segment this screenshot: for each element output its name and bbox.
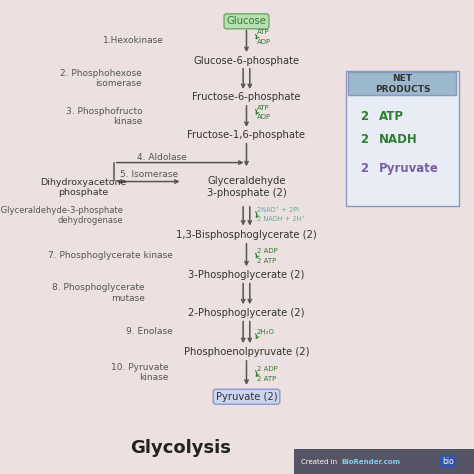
Text: bio: bio (442, 457, 454, 466)
Text: 2 ATP: 2 ATP (257, 258, 276, 264)
Text: 1.Hexokinase: 1.Hexokinase (103, 36, 164, 45)
Text: NADH: NADH (379, 133, 418, 146)
Text: 2. Phosphohexose
isomerase: 2. Phosphohexose isomerase (61, 69, 142, 88)
Text: 9. Enolase: 9. Enolase (126, 328, 173, 336)
Text: 3. Phosphofructo
kinase: 3. Phosphofructo kinase (65, 107, 142, 126)
Text: Pyruvate (2): Pyruvate (2) (216, 392, 277, 402)
Text: 2: 2 (360, 133, 368, 146)
Text: 2-Phosphoglycerate (2): 2-Phosphoglycerate (2) (188, 308, 305, 318)
Text: ADP: ADP (257, 114, 271, 120)
Text: 5. Isomerase: 5. Isomerase (120, 170, 178, 179)
Text: 7. Phosphoglycerate kinase: 7. Phosphoglycerate kinase (48, 251, 173, 259)
Text: Dihydroxyacetone
phosphate: Dihydroxyacetone phosphate (40, 178, 126, 197)
Text: Glucose: Glucose (227, 16, 266, 27)
Text: 2NAD⁺ + 2Pi: 2NAD⁺ + 2Pi (257, 207, 299, 212)
Text: ATP: ATP (379, 109, 404, 123)
Text: NET
PRODUCTS: NET PRODUCTS (374, 74, 430, 93)
Text: Created in: Created in (301, 459, 339, 465)
Text: ATP: ATP (257, 29, 270, 35)
Text: Fructose-1,6-phosphate: Fructose-1,6-phosphate (188, 130, 305, 140)
Text: ATP: ATP (257, 105, 270, 110)
Text: 8. Phosphoglycerate
mutase: 8. Phosphoglycerate mutase (52, 283, 145, 302)
FancyBboxPatch shape (346, 71, 459, 206)
FancyBboxPatch shape (294, 449, 474, 474)
Text: 2 ADP: 2 ADP (257, 248, 278, 254)
Text: 2 ATP: 2 ATP (257, 376, 276, 382)
Text: 2: 2 (360, 162, 368, 175)
Text: 2H₂O: 2H₂O (257, 329, 275, 335)
Text: 6. Glyceraldehyde-3-phosphate
dehydrogenase: 6. Glyceraldehyde-3-phosphate dehydrogen… (0, 206, 123, 225)
Text: 1,3-Bisphosphoglycerate (2): 1,3-Bisphosphoglycerate (2) (176, 229, 317, 240)
Text: 2 NADH + 2H⁺: 2 NADH + 2H⁺ (257, 216, 305, 222)
Text: Fructose-6-phosphate: Fructose-6-phosphate (192, 92, 301, 102)
Text: Glucose-6-phosphate: Glucose-6-phosphate (193, 55, 300, 66)
Text: BioRender.com: BioRender.com (341, 459, 400, 465)
Text: 2 ADP: 2 ADP (257, 366, 278, 372)
Text: 4. Aldolase: 4. Aldolase (137, 153, 187, 162)
FancyBboxPatch shape (348, 72, 456, 95)
Text: 3-Phosphoglycerate (2): 3-Phosphoglycerate (2) (188, 270, 305, 280)
Text: ADP: ADP (257, 39, 271, 45)
Text: 10. Pyruvate
kinase: 10. Pyruvate kinase (110, 363, 168, 382)
Text: Glyceraldehyde
3-phosphate (2): Glyceraldehyde 3-phosphate (2) (207, 176, 286, 198)
Text: 2: 2 (360, 109, 368, 123)
Text: Glycolysis: Glycolysis (130, 439, 230, 457)
Text: Pyruvate: Pyruvate (379, 162, 439, 175)
Text: Phosphoenolpyruvate (2): Phosphoenolpyruvate (2) (184, 346, 309, 357)
